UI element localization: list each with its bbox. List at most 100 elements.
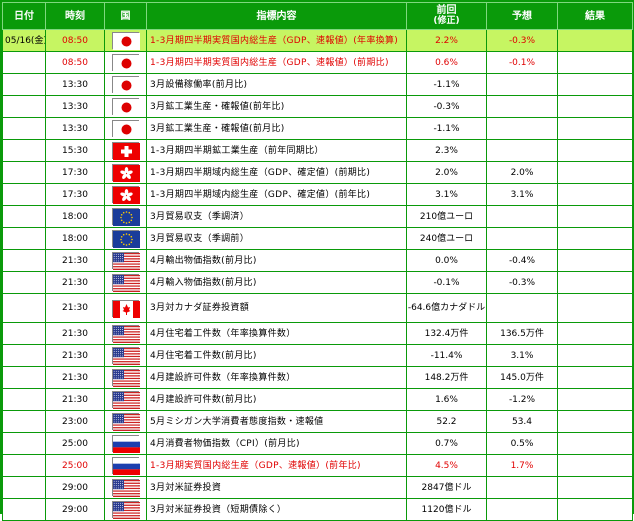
japan-flag-icon: [112, 76, 140, 94]
previous-value-cell: 2847億ドル: [406, 476, 487, 499]
table-row: 21:30 3月対カナダ証券投資額 -64.6億カナダドル: [2, 293, 633, 323]
result-cell: [557, 322, 633, 345]
time-cell: 21:30: [45, 388, 105, 411]
forecast-cell: 136.5万件: [486, 322, 558, 345]
header-forecast: 予想: [486, 2, 558, 30]
previous-value-cell: -1.1%: [406, 73, 487, 96]
table-row: 21:30 4月建設許可件数(前月比) 1.6% -1.2%: [2, 388, 633, 411]
forecast-cell: 145.0万件: [486, 366, 558, 389]
forecast-cell: [486, 117, 558, 140]
time-cell: 25:00: [45, 432, 105, 455]
date-cell: [2, 454, 46, 477]
switzerland-flag-icon: [112, 142, 140, 160]
indicator-cell: 1-3月期四半期域内総生産（GDP、確定値）(前期比): [146, 161, 407, 184]
indicator-cell: 4月建設許可件数（年率換算件数）: [146, 366, 407, 389]
previous-value-cell: 0.7%: [406, 432, 487, 455]
result-cell: [557, 293, 633, 323]
country-flag-cell: [104, 344, 147, 367]
forecast-cell: -0.3%: [486, 29, 558, 52]
result-cell: [557, 344, 633, 367]
usa-flag-icon: [112, 501, 140, 519]
forecast-cell: 0.5%: [486, 432, 558, 455]
time-cell: 21:30: [45, 293, 105, 323]
usa-flag-icon: [112, 274, 140, 292]
table-header-row: 日付 時刻 国 指標内容 前回 (修正) 予想 結果: [2, 2, 633, 30]
country-flag-cell: [104, 366, 147, 389]
indicator-cell: 4月住宅着工件数（年率換算件数）: [146, 322, 407, 345]
usa-flag-icon: [112, 479, 140, 497]
header-indicator: 指標内容: [146, 2, 407, 30]
indicator-cell: 3月設備稼働率(前月比): [146, 73, 407, 96]
table-row: 13:30 3月鉱工業生産・確報値(前月比) -1.1%: [2, 117, 633, 140]
country-flag-cell: [104, 322, 147, 345]
date-cell: [2, 95, 46, 118]
russia-flag-icon: [112, 435, 140, 453]
indicator-cell: 3月対米証券投資: [146, 476, 407, 499]
indicator-cell: 1-3月期四半期実質国内総生産（GDP、速報値）(年率換算): [146, 29, 407, 52]
indicator-cell: 1-3月期実質国内総生産（GDP、速報値）(前年比): [146, 454, 407, 477]
time-cell: 08:50: [45, 51, 105, 74]
previous-value-cell: 148.2万件: [406, 366, 487, 389]
table-row: 15:30 1-3月期四半期鉱工業生産（前年同期比） 2.3%: [2, 139, 633, 162]
country-flag-cell: [104, 293, 147, 323]
indicator-cell: 1-3月期四半期鉱工業生産（前年同期比）: [146, 139, 407, 162]
usa-flag-icon: [112, 325, 140, 343]
canada-flag-icon: [112, 299, 140, 318]
country-flag-cell: [104, 73, 147, 96]
previous-value-cell: 0.6%: [406, 51, 487, 74]
eu-flag-icon: [112, 230, 140, 248]
previous-value-cell: 210億ユーロ: [406, 205, 487, 228]
time-cell: 29:00: [45, 498, 105, 521]
indicator-cell: 4月建設許可件数(前月比): [146, 388, 407, 411]
indicator-cell: 1-3月期四半期実質国内総生産（GDP、速報値）(前期比): [146, 51, 407, 74]
time-cell: 13:30: [45, 73, 105, 96]
country-flag-cell: [104, 51, 147, 74]
indicator-cell: 3月貿易収支（季調前）: [146, 227, 407, 250]
russia-flag-icon: [112, 457, 140, 475]
forecast-cell: 1.7%: [486, 454, 558, 477]
time-cell: 17:30: [45, 183, 105, 206]
date-cell: 05/16(金): [2, 29, 46, 52]
header-previous: 前回 (修正): [406, 2, 487, 30]
table-row: 29:00 3月対米証券投資 2847億ドル: [2, 476, 633, 499]
previous-value-cell: -64.6億カナダドル: [406, 293, 487, 323]
table-row: 23:00 5月ミシガン大学消費者態度指数・速報値 52.2 53.4: [2, 410, 633, 433]
header-time: 時刻: [45, 2, 105, 30]
time-cell: 25:00: [45, 454, 105, 477]
forecast-cell: 3.1%: [486, 344, 558, 367]
date-cell: [2, 139, 46, 162]
result-cell: [557, 73, 633, 96]
forecast-cell: [486, 498, 558, 521]
forecast-cell: -0.4%: [486, 249, 558, 272]
previous-value-cell: 52.2: [406, 410, 487, 433]
date-cell: [2, 161, 46, 184]
date-cell: [2, 366, 46, 389]
date-cell: [2, 388, 46, 411]
result-cell: [557, 454, 633, 477]
country-flag-cell: [104, 95, 147, 118]
table-row: 21:30 4月住宅着工件数(前月比) -11.4% 3.1%: [2, 344, 633, 367]
previous-value-cell: 1120億ドル: [406, 498, 487, 521]
table-row: 13:30 3月設備稼働率(前月比) -1.1%: [2, 73, 633, 96]
time-cell: 18:00: [45, 205, 105, 228]
result-cell: [557, 205, 633, 228]
result-cell: [557, 388, 633, 411]
previous-value-cell: 4.5%: [406, 454, 487, 477]
previous-value-cell: 1.6%: [406, 388, 487, 411]
date-cell: [2, 271, 46, 294]
japan-flag-icon: [112, 120, 140, 138]
date-cell: [2, 293, 46, 323]
time-cell: 18:00: [45, 227, 105, 250]
table-row: 29:00 3月対米証券投資（短期債除く） 1120億ドル: [2, 498, 633, 521]
date-cell: [2, 117, 46, 140]
indicator-cell: 4月輸入物価指数(前月比): [146, 271, 407, 294]
country-flag-cell: [104, 454, 147, 477]
result-cell: [557, 139, 633, 162]
previous-value-cell: 2.2%: [406, 29, 487, 52]
forecast-cell: [486, 95, 558, 118]
indicator-cell: 1-3月期四半期域内総生産（GDP、確定値）(前年比): [146, 183, 407, 206]
table-row: 17:30 1-3月期四半期域内総生産（GDP、確定値）(前期比) 2.0% 2.0%: [2, 161, 633, 184]
table-row: 18:00 3月貿易収支（季調前） 240億ユーロ: [2, 227, 633, 250]
